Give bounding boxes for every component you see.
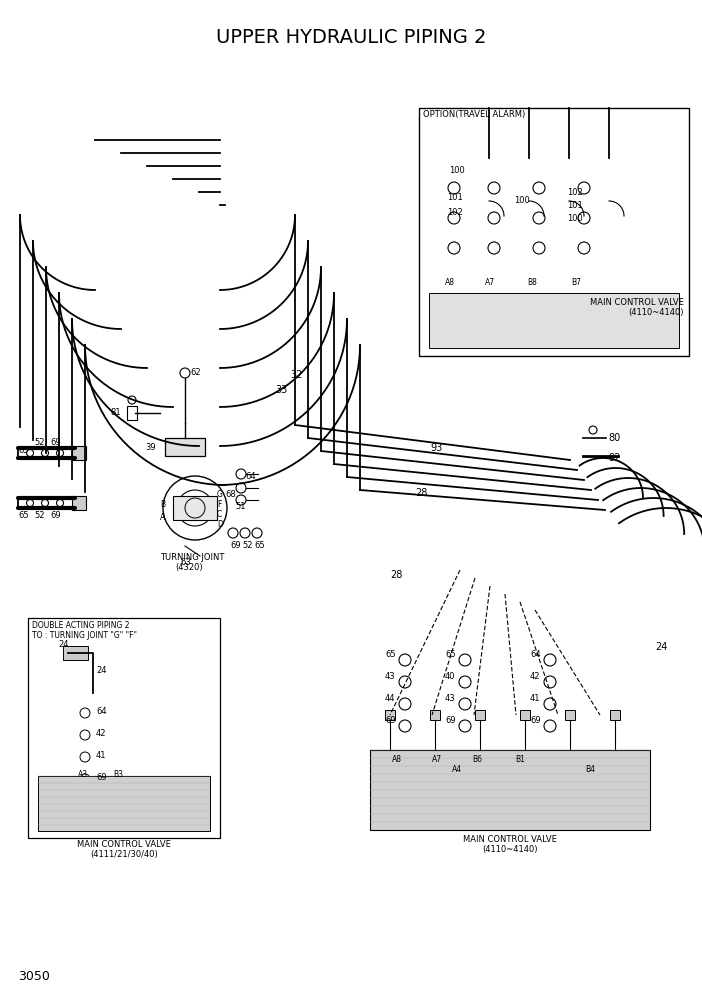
Text: B4: B4 [585,765,595,774]
Text: 100: 100 [567,214,583,223]
Bar [165,438,205,456]
Text: 62: 62 [190,368,201,377]
Text: 42: 42 [96,729,107,738]
Text: 52: 52 [34,438,44,447]
Bar [72,496,86,510]
Text: 80: 80 [608,433,621,443]
Text: 51: 51 [235,502,246,511]
Text: B6: B6 [472,755,482,764]
Text: 41: 41 [96,751,107,760]
Text: A4: A4 [452,765,462,774]
Text: 65: 65 [254,541,265,550]
Text: DOUBLE ACTING PIPING 2: DOUBLE ACTING PIPING 2 [32,621,129,630]
Text: OPTION(TRAVEL ALARM): OPTION(TRAVEL ALARM) [423,110,525,119]
Text: MAIN CONTROL VALVE: MAIN CONTROL VALVE [77,840,171,849]
Text: 52: 52 [242,541,253,550]
Text: 65: 65 [18,446,29,455]
Bar [565,710,575,720]
Text: A3: A3 [78,770,88,779]
Bar [520,710,530,720]
Text: 81: 81 [110,408,121,417]
Text: 41: 41 [530,694,541,703]
Text: 3050: 3050 [18,970,50,983]
Text: 64: 64 [96,707,107,716]
Bar [475,710,485,720]
Text: 42: 42 [530,672,541,681]
Text: 28: 28 [390,570,402,580]
Text: 69: 69 [530,716,541,725]
Text: 102: 102 [567,188,583,197]
Text: (4110~4140): (4110~4140) [482,845,538,854]
Text: 24: 24 [655,642,668,652]
Text: 69: 69 [50,438,60,447]
Text: 101: 101 [567,201,583,210]
Text: 69: 69 [445,716,456,725]
Text: 101: 101 [447,193,463,202]
Text: 102: 102 [447,208,463,217]
Text: 69: 69 [96,773,107,782]
Text: 24: 24 [96,666,107,675]
Text: 69: 69 [50,511,60,520]
Text: 32: 32 [290,370,303,380]
Text: A7: A7 [485,278,495,287]
Bar [370,750,650,830]
Text: 44: 44 [385,694,395,703]
Bar [385,710,395,720]
Text: A7: A7 [432,755,442,764]
Text: 40: 40 [445,672,456,681]
Text: G: G [217,490,223,499]
Text: 65: 65 [385,650,396,659]
Text: MAIN CONTROL VALVE: MAIN CONTROL VALVE [463,835,557,844]
Text: 64: 64 [530,650,541,659]
Text: 92: 92 [608,453,621,463]
Text: 64: 64 [245,472,256,481]
Text: B1: B1 [515,755,525,764]
Text: 33: 33 [275,385,287,395]
Text: (4320): (4320) [175,563,203,572]
Bar [72,446,86,460]
Text: 68: 68 [225,490,236,499]
Text: (4110~4140): (4110~4140) [628,308,684,317]
Text: MAIN CONTROL VALVE: MAIN CONTROL VALVE [590,298,684,307]
Text: 39: 39 [145,443,156,452]
Text: D: D [217,520,223,529]
Bar [28,618,220,838]
Text: B8: B8 [527,278,537,287]
Text: C: C [217,510,223,519]
Text: A8: A8 [392,755,402,764]
Text: 28: 28 [415,488,428,498]
Text: F: F [217,500,221,509]
Text: TO : TURNING JOINT "G" "F": TO : TURNING JOINT "G" "F" [32,631,137,640]
Text: B: B [160,500,165,509]
Text: 93: 93 [430,443,442,453]
Bar [430,710,440,720]
Bar [429,293,679,348]
Bar [173,496,217,520]
Text: 69: 69 [230,541,241,550]
Text: 63: 63 [180,558,191,567]
Text: 52: 52 [34,511,44,520]
Text: A: A [160,513,165,522]
Text: 100: 100 [449,166,465,175]
Text: 65: 65 [18,511,29,520]
Text: A8: A8 [445,278,455,287]
Bar [127,406,137,420]
Text: 65: 65 [445,650,456,659]
Text: (4111/21/30/40): (4111/21/30/40) [90,850,158,859]
Text: 43: 43 [445,694,456,703]
Bar [419,108,689,356]
Bar [63,646,88,660]
Bar [610,710,620,720]
Text: TURNING JOINT: TURNING JOINT [160,553,225,562]
Text: 43: 43 [385,672,396,681]
Text: UPPER HYDRAULIC PIPING 2: UPPER HYDRAULIC PIPING 2 [216,28,486,47]
Text: 24: 24 [58,640,69,649]
Text: B3: B3 [113,770,123,779]
Text: B7: B7 [571,278,581,287]
Text: 100: 100 [514,196,530,205]
Text: 69: 69 [385,716,396,725]
Bar [38,776,210,831]
